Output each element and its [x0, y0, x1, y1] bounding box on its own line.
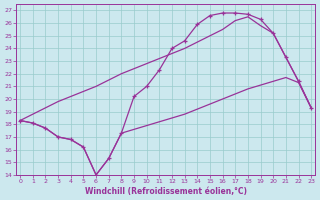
X-axis label: Windchill (Refroidissement éolien,°C): Windchill (Refroidissement éolien,°C) — [85, 187, 247, 196]
